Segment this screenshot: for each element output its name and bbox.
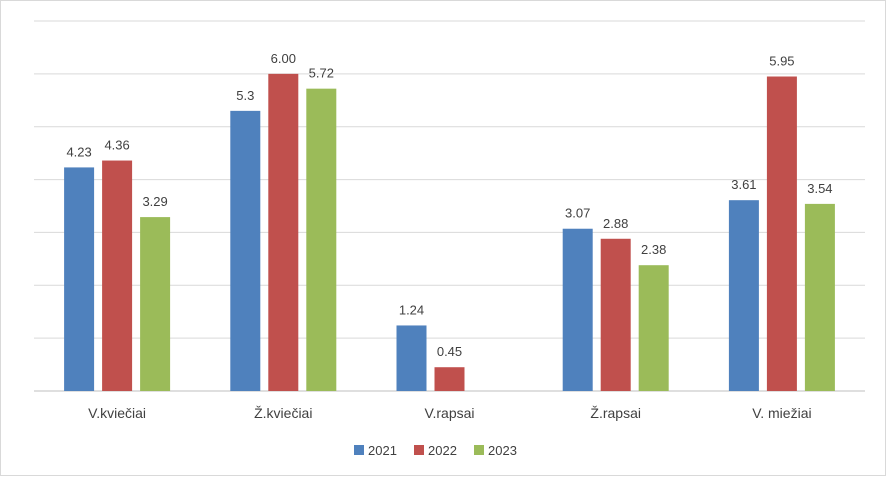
data-label: 5.3: [236, 88, 254, 103]
bar-2022: [600, 238, 631, 391]
legend: 2021 2022 2023: [354, 443, 517, 458]
data-label: 3.61: [731, 177, 756, 192]
data-label: 1.24: [399, 302, 424, 317]
data-label: 4.23: [66, 144, 91, 159]
data-label: 3.54: [807, 181, 832, 196]
data-label: 5.95: [769, 54, 794, 69]
data-label: 2.38: [641, 242, 666, 257]
data-label: 0.45: [437, 344, 462, 359]
bars: [64, 73, 835, 392]
bar-2021: [562, 228, 593, 391]
legend-label-2022: 2022: [428, 443, 457, 458]
data-label: 3.07: [565, 206, 590, 221]
data-label: 6.00: [271, 51, 296, 66]
legend-swatch-2023: [474, 445, 484, 455]
bar-2022: [434, 367, 465, 391]
x-tick-label: V.kviečiai: [88, 405, 146, 421]
legend-label-2021: 2021: [368, 443, 397, 458]
bar-2023: [306, 88, 337, 392]
x-tick-label: V.rapsai: [424, 405, 474, 421]
bar-2022: [268, 73, 299, 391]
data-label: 5.72: [309, 66, 334, 81]
gridlines: [34, 20, 865, 392]
bar-2023: [140, 217, 171, 391]
bar-2021: [64, 167, 95, 391]
bar-2021: [396, 325, 427, 391]
data-labels: 4.23 4.36 3.29 5.3 6.00 5.72 1.24 0.45 3.07 2.88 2…: [66, 51, 832, 359]
bar-2021: [728, 200, 759, 391]
data-label: 2.88: [603, 216, 628, 231]
x-tick-label: V. miežiai: [752, 405, 811, 421]
bar-2022: [766, 76, 797, 391]
bar-2023: [638, 265, 669, 391]
legend-label-2023: 2023: [488, 443, 517, 458]
bar-2022: [102, 160, 133, 391]
x-axis-tick-labels: V.kviečiai Ž.kviečiai V.rapsai Ž.rapsai V. m…: [88, 405, 811, 421]
legend-swatch-2021: [354, 445, 364, 455]
data-label: 4.36: [104, 138, 129, 153]
x-tick-label: Ž.kviečiai: [254, 405, 312, 421]
bar-2023: [804, 203, 835, 391]
x-tick-label: Ž.rapsai: [590, 405, 641, 421]
data-label: 3.29: [142, 194, 167, 209]
bar-2021: [230, 110, 261, 391]
legend-swatch-2022: [414, 445, 424, 455]
